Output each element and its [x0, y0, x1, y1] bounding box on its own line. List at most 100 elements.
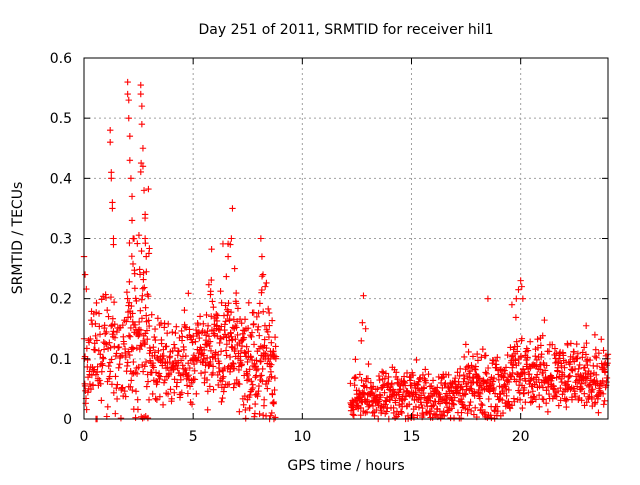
data-point: [256, 410, 263, 418]
data-point: [112, 410, 119, 417]
data-point: [378, 368, 386, 375]
data-point: [164, 364, 171, 371]
data-point: [584, 361, 591, 369]
data-point: [401, 378, 408, 386]
data-point: [189, 339, 196, 346]
x-tick-label: 20: [512, 429, 530, 445]
y-tick-label: 0.5: [50, 111, 72, 127]
data-point: [583, 375, 591, 383]
data-point: [381, 389, 388, 396]
data-point: [123, 362, 131, 370]
data-point: [591, 331, 599, 338]
data-point: [350, 412, 358, 419]
data-point: [352, 356, 359, 363]
data-point: [359, 319, 366, 326]
data-point: [111, 343, 118, 350]
data-point: [124, 78, 131, 86]
data-point: [114, 381, 121, 388]
data-point: [139, 163, 147, 170]
data-point: [526, 338, 534, 345]
data-point: [352, 374, 360, 382]
data-point: [201, 368, 209, 376]
data-point: [445, 407, 452, 414]
data-point: [603, 374, 611, 382]
data-point: [159, 355, 167, 363]
data-point: [396, 386, 403, 393]
data-point: [272, 343, 279, 350]
data-point: [438, 396, 446, 404]
data-point: [184, 390, 192, 397]
data-point: [105, 313, 112, 320]
data-point: [140, 187, 148, 194]
data-point: [205, 333, 213, 340]
data-point: [224, 253, 232, 260]
data-point: [134, 240, 141, 247]
data-point: [248, 329, 256, 336]
data-point: [203, 311, 210, 319]
data-point: [255, 382, 263, 390]
data-point: [123, 289, 131, 296]
data-point: [545, 348, 553, 355]
x-tick-label: 5: [189, 429, 198, 445]
data-point: [476, 390, 484, 398]
data-point: [97, 380, 104, 387]
data-point: [201, 329, 209, 336]
data-point: [460, 371, 467, 379]
data-point: [111, 334, 119, 341]
x-tick-label: 15: [403, 429, 421, 445]
data-point: [540, 396, 547, 403]
data-point: [96, 377, 103, 384]
data-point: [87, 335, 94, 343]
data-point: [489, 378, 497, 385]
data-point: [204, 327, 211, 335]
x-axis-label: GPS time / hours: [287, 458, 404, 474]
data-point: [86, 380, 94, 388]
data-point: [494, 354, 501, 361]
data-point: [521, 384, 528, 391]
data-point: [129, 235, 137, 242]
data-point: [92, 332, 99, 340]
data-point: [152, 369, 160, 376]
data-point: [133, 297, 140, 305]
data-point: [126, 278, 133, 286]
data-point: [440, 408, 447, 415]
data-point: [358, 337, 365, 344]
data-point: [147, 347, 154, 354]
data-point: [513, 338, 520, 345]
data-point: [419, 371, 427, 379]
data-point: [224, 308, 232, 315]
data-point: [138, 315, 146, 322]
data-point: [191, 367, 198, 374]
data-point: [231, 345, 239, 353]
data-point: [271, 333, 279, 341]
data-point: [141, 211, 149, 218]
data-point: [549, 341, 556, 348]
data-point: [592, 371, 600, 379]
data-point: [240, 334, 248, 341]
data-point: [110, 328, 117, 335]
data-point: [223, 341, 231, 348]
data-point: [255, 323, 262, 331]
data-point: [270, 398, 278, 406]
data-point: [263, 344, 270, 352]
data-point: [179, 362, 186, 369]
data-point: [564, 341, 571, 349]
data-point: [142, 358, 150, 366]
data-point: [123, 318, 130, 325]
data-point: [99, 354, 106, 361]
data-point: [249, 384, 257, 392]
data-point: [146, 245, 153, 252]
data-point: [598, 380, 606, 388]
data-point: [572, 392, 579, 400]
data-point: [128, 193, 136, 200]
data-point: [377, 393, 384, 401]
data-point: [219, 394, 226, 402]
data-point: [524, 347, 532, 354]
data-point: [196, 313, 204, 320]
data-point: [258, 286, 266, 294]
data-point: [88, 316, 95, 324]
data-point: [513, 295, 520, 302]
data-point: [557, 375, 565, 382]
data-point: [158, 340, 165, 347]
data-point: [251, 400, 259, 408]
